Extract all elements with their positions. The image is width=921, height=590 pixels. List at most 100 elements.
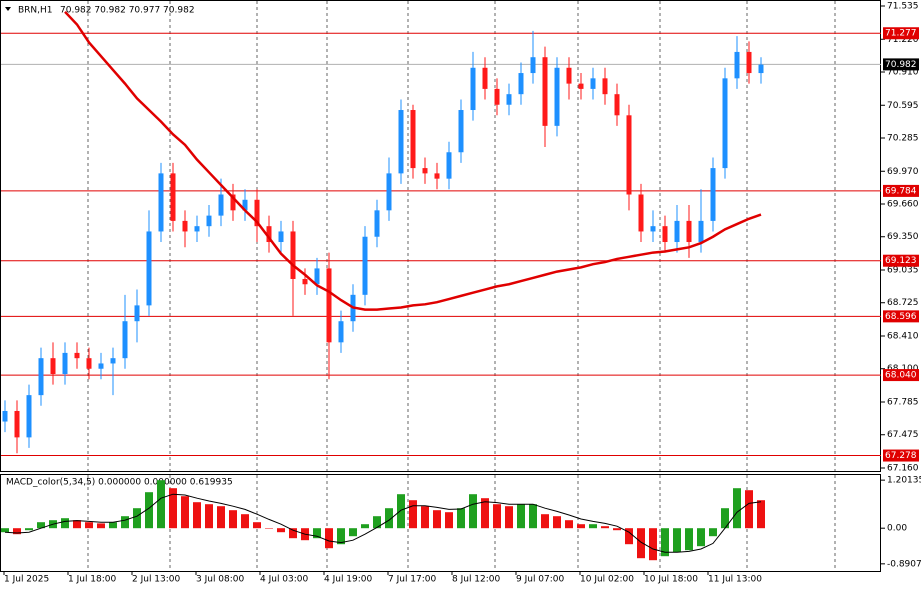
candle-body	[602, 78, 608, 95]
candle-body	[398, 110, 404, 174]
macd-bar	[313, 528, 321, 539]
macd-bar	[481, 498, 489, 529]
candle-body	[26, 395, 32, 438]
level-label: 71.277	[885, 29, 917, 39]
macd-bar	[721, 508, 729, 529]
candle-body	[638, 194, 644, 232]
macd-bar	[349, 528, 357, 537]
x-tick-label: 11 Jul 13:00	[708, 575, 762, 585]
candle-body	[338, 321, 344, 343]
macd-bar	[697, 528, 705, 547]
macd-bar	[505, 506, 513, 529]
candle-body	[566, 67, 572, 84]
candle-body	[554, 67, 560, 126]
candle-body	[470, 67, 476, 111]
candle-body	[734, 51, 740, 79]
macd-bar	[649, 528, 657, 561]
level-tag	[883, 449, 919, 462]
candle-body	[386, 173, 392, 211]
candle-body	[134, 305, 140, 322]
candle-body	[218, 194, 224, 216]
macd-label: MACD_color(5,34,5) 0.000000 0.000000 0.6…	[6, 478, 233, 488]
candle-body	[302, 278, 308, 285]
y-tick-label: 70.910	[887, 68, 919, 78]
candle-body	[2, 410, 8, 422]
macd-bar	[613, 528, 621, 531]
candle-body	[710, 168, 716, 221]
macd-bar	[229, 510, 237, 529]
macd-bar	[397, 494, 405, 529]
candle-body	[50, 358, 56, 375]
ohlc-label: 70.982 70.982 70.977 70.982	[60, 6, 195, 16]
candle-body	[650, 226, 656, 232]
candle-body	[326, 268, 332, 343]
macd-bar	[265, 528, 273, 529]
macd-bar	[217, 506, 225, 529]
y-tick-label: 70.285	[887, 134, 919, 144]
macd-bar	[553, 516, 561, 529]
macd-bar	[457, 508, 465, 529]
macd-bar	[25, 528, 33, 531]
macd-bar	[421, 506, 429, 529]
macd-bar	[145, 492, 153, 529]
candle-body	[98, 363, 104, 369]
level-tag	[883, 184, 919, 197]
candle-body	[254, 199, 260, 227]
candle-body	[290, 231, 296, 279]
level-tag	[883, 310, 919, 323]
candle-body	[494, 88, 500, 105]
candle-body	[278, 231, 284, 243]
candle-body	[266, 226, 272, 243]
candle-body	[158, 173, 164, 232]
macd-bar	[601, 526, 609, 529]
candle-body	[662, 226, 668, 243]
candle-body	[170, 173, 176, 221]
macd-bar	[757, 500, 765, 529]
candle-body	[110, 358, 116, 364]
y-tick-label: 1.201351	[887, 476, 921, 486]
level-label: 69.123	[885, 256, 917, 266]
level-tag	[883, 27, 919, 40]
y-tick-label: 67.785	[887, 398, 919, 408]
macd-bar	[517, 504, 525, 529]
y-tick-label: 69.970	[887, 167, 919, 177]
candle-body	[194, 226, 200, 232]
x-tick-label: 8 Jul 12:00	[452, 575, 501, 585]
candle-body	[542, 57, 548, 126]
candle-body	[758, 64, 764, 74]
candle-body	[614, 94, 620, 116]
y-tick-label: 67.160	[887, 464, 919, 474]
candle-body	[686, 220, 692, 243]
last-price-tag	[883, 58, 919, 71]
x-tick-label: 4 Jul 19:00	[324, 575, 373, 585]
macd-bar	[337, 528, 345, 545]
candle-body	[362, 236, 368, 295]
macd-bar	[325, 528, 333, 549]
candle-body	[722, 78, 728, 169]
macd-bar	[565, 520, 573, 529]
candle-body	[206, 215, 212, 227]
candle-body	[38, 358, 44, 396]
symbol-label: BRN,H1	[18, 6, 53, 16]
candle-body	[626, 115, 632, 195]
macd-bar	[709, 528, 717, 537]
macd-bar	[733, 488, 741, 529]
macd-bar	[445, 512, 453, 529]
macd-bar	[385, 508, 393, 529]
candle-body	[746, 51, 752, 74]
macd-bar	[1, 528, 9, 533]
macd-bar	[493, 504, 501, 529]
x-tick-label: 4 Jul 03:00	[260, 575, 309, 585]
y-tick-label: 69.350	[887, 232, 919, 242]
macd-bar	[577, 524, 585, 529]
candle-body	[698, 220, 704, 243]
level-label: 67.278	[885, 451, 917, 461]
dropdown-arrow[interactable]	[5, 7, 11, 11]
candle-body	[446, 152, 452, 179]
candle-body	[506, 94, 512, 105]
y-tick-label: 69.035	[887, 266, 919, 276]
y-tick-label: 71.220	[887, 35, 919, 45]
macd-bar	[61, 518, 69, 529]
candle-body	[518, 73, 524, 95]
